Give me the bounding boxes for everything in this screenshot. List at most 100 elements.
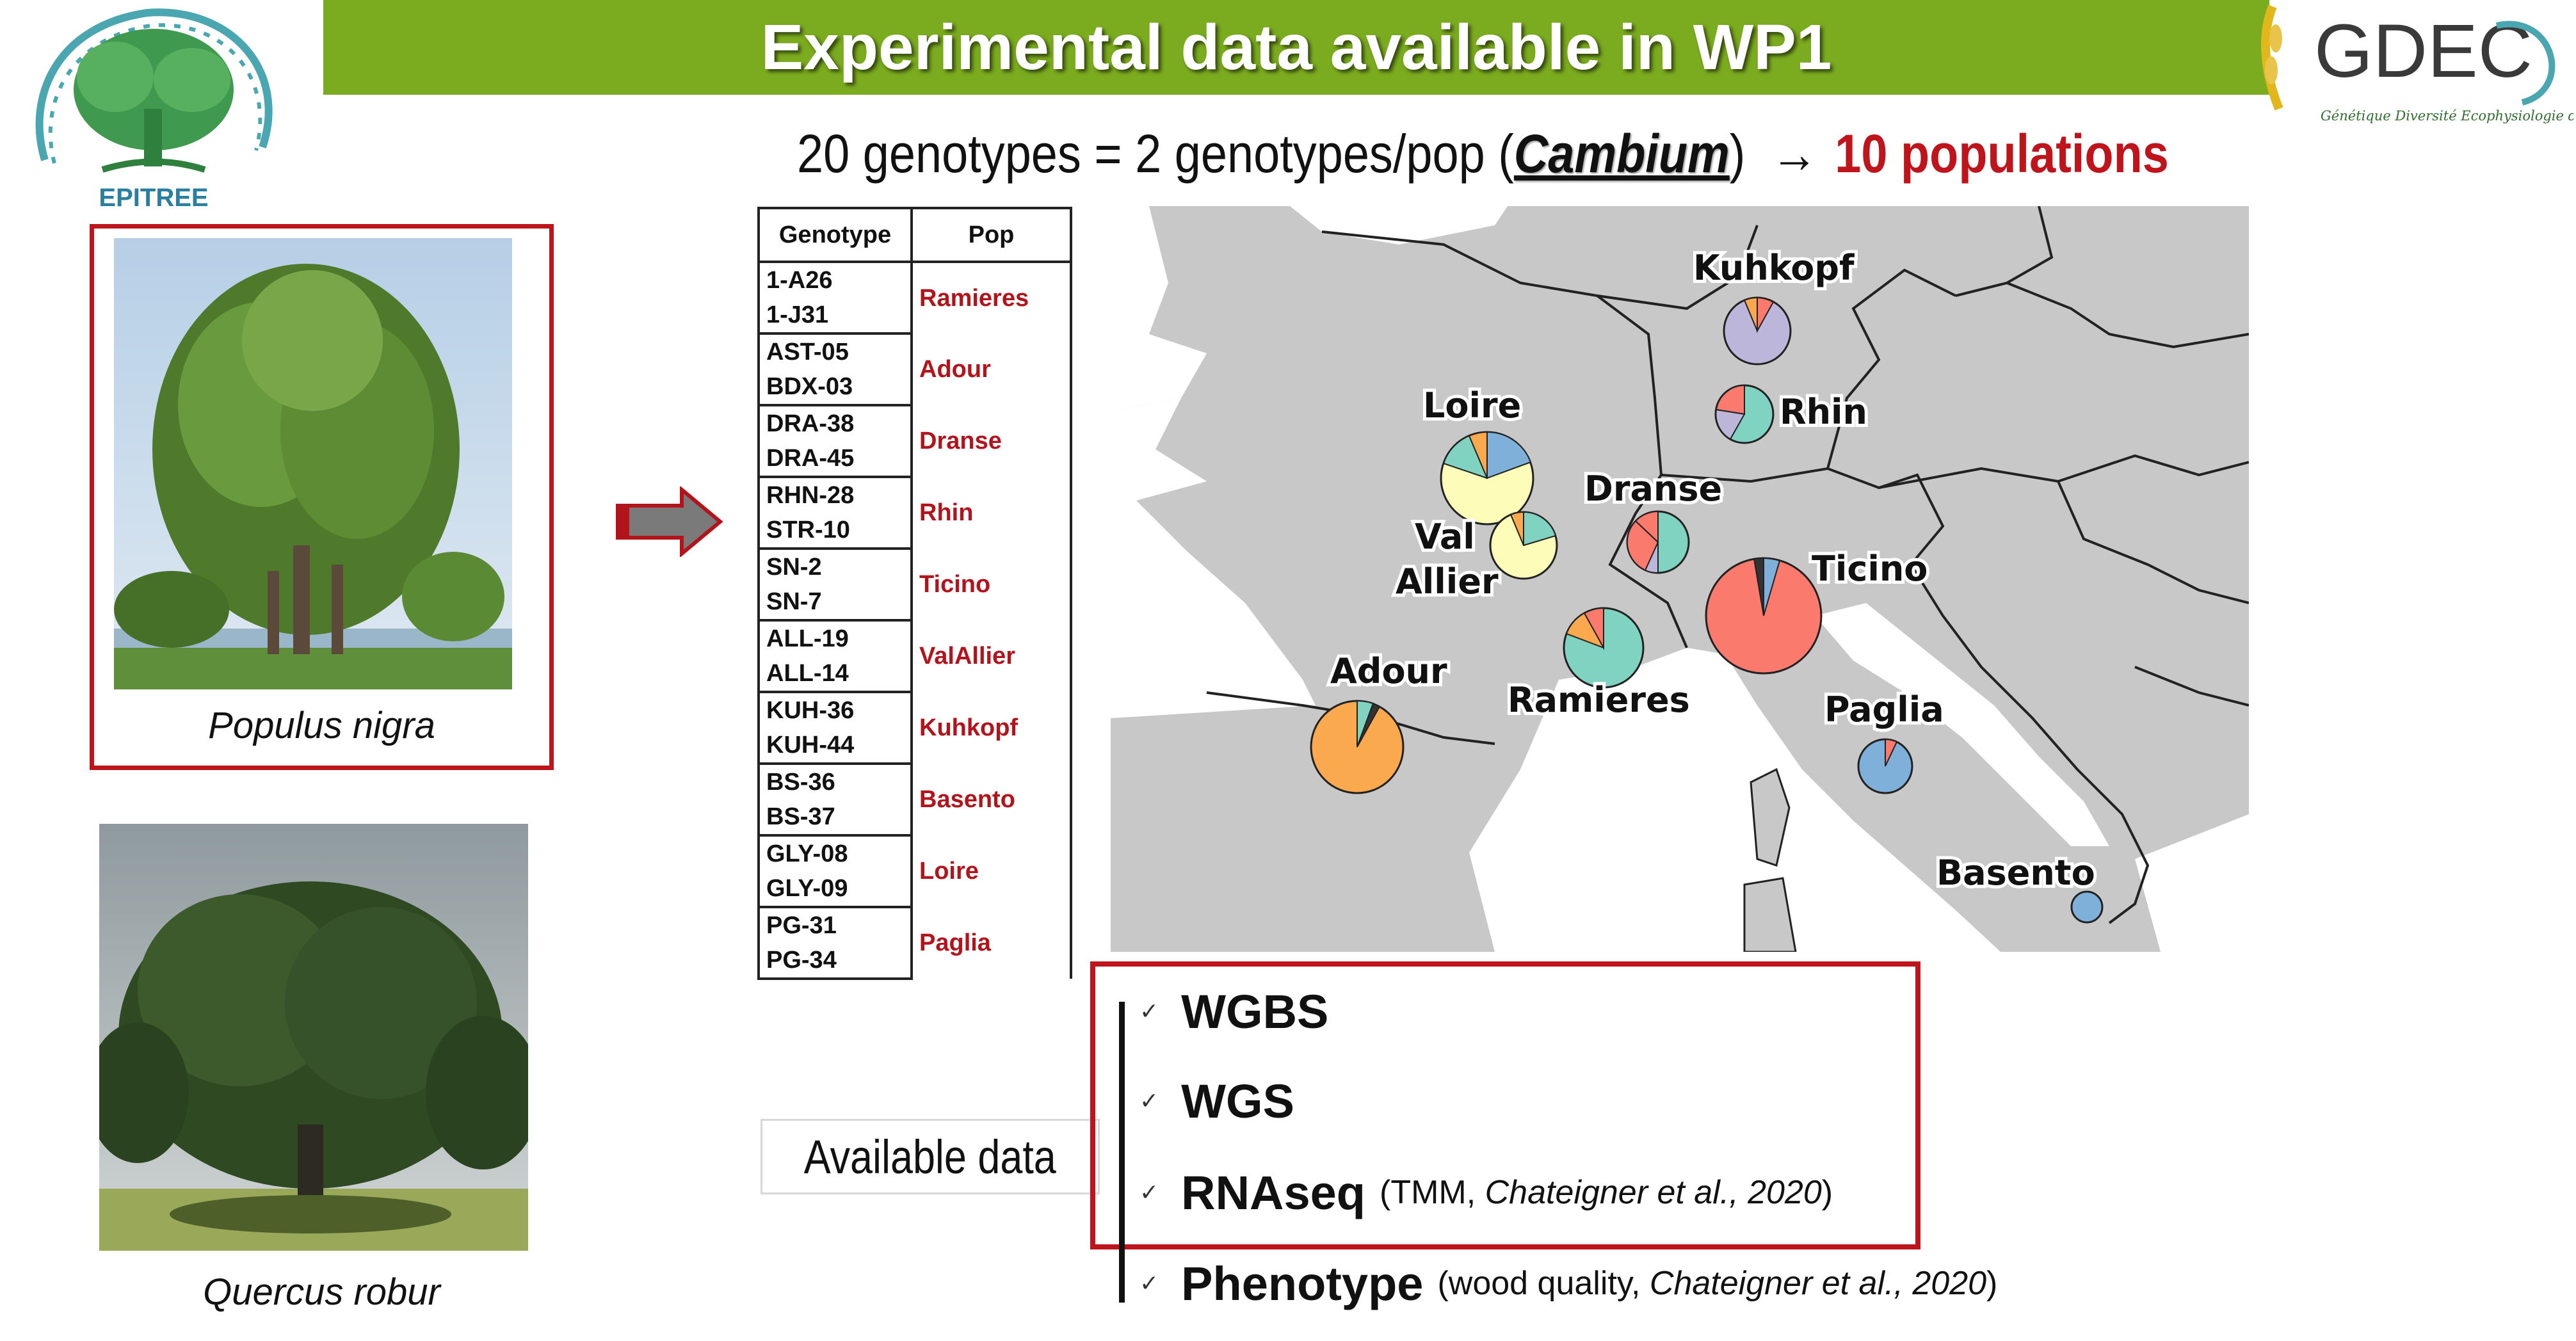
check-icon: ✓	[1139, 1088, 1159, 1114]
germany-border	[1826, 268, 1956, 469]
table-row: KUH-44	[757, 728, 1071, 765]
pop-cell: Loire	[910, 835, 1072, 907]
genotype-cell: 1-A26	[757, 262, 913, 298]
data-item-label: RNAseq	[1181, 1166, 1366, 1219]
genotype-cell: PG-34	[757, 943, 913, 980]
genotype-cell: SN-2	[757, 549, 913, 584]
map-label-allier: Allier	[1396, 561, 1499, 602]
genotype-cell: KUH-36	[757, 692, 913, 728]
map-label-adour: Adour	[1330, 651, 1447, 691]
table-row: 1-A26 Ramieres	[757, 262, 1072, 333]
table-row: SN-7	[757, 584, 1071, 622]
right-arrow-graphic	[616, 486, 723, 557]
column-header-genotype: Genotype	[757, 207, 913, 263]
check-icon: ✓	[1139, 1179, 1159, 1205]
oak-caption: Quercus robur	[203, 1271, 440, 1313]
data-item-phenotype: ✓ Phenotype (wood quality, Chateigner et…	[1139, 1248, 1997, 1319]
pie-paglia	[1857, 738, 1913, 794]
data-item-wgbs: ✓ WGBS	[1139, 976, 1328, 1047]
data-item-label: Phenotype	[1181, 1257, 1424, 1310]
pop-cell: Adour	[910, 333, 1072, 405]
adriatic-sea	[1815, 603, 2109, 846]
map-label-kuhkopf: Kuhkopf	[1693, 248, 1855, 288]
gdec-logo-subtext: Génétique Diversité Ecophysiologie des C…	[2321, 108, 2573, 124]
balkan-border-2	[2134, 666, 2249, 707]
genotype-cell: GLY-09	[757, 871, 913, 908]
italy-coast	[1910, 563, 2150, 924]
genotype-cell: DRA-38	[757, 405, 913, 441]
pop-cell: Ticino	[910, 549, 1072, 620]
channel-sea	[1111, 206, 1207, 411]
data-item-label: WGS	[1181, 1074, 1294, 1128]
pop-cell: Kuhkopf	[910, 692, 1072, 764]
austria-border	[1878, 454, 2249, 489]
table-row: DRA-45	[757, 441, 1071, 478]
genotype-cell: BDX-03	[757, 369, 913, 406]
right-arrow-icon: →	[1770, 123, 1818, 184]
table-row: 1-J31	[757, 298, 1071, 335]
europe-map: Kuhkopf Rhin Loire Dranse Val Allier Tic…	[1111, 206, 2249, 952]
slide-title: Experimental data available in WP1	[761, 11, 1832, 83]
table-row: AST-05 Adour	[757, 333, 1072, 405]
available-data-label-box: Available data	[761, 1119, 1100, 1194]
subtitle-prefix: 20 genotypes = 2 genotypes/pop (	[797, 123, 1514, 184]
pop-cell: ValAllier	[910, 620, 1072, 692]
table-row: BDX-03	[757, 369, 1071, 406]
pop-cell: Rhin	[910, 477, 1072, 549]
map-label-dranse: Dranse	[1584, 469, 1722, 509]
table-row: ALL-19 ValAllier	[757, 620, 1072, 692]
table-row: ALL-14	[757, 656, 1071, 693]
sardinia	[1743, 877, 1797, 952]
epitree-logo: EPITREE	[35, 8, 273, 211]
column-header-pop: Pop	[910, 207, 1072, 263]
genotype-cell: KUH-44	[757, 728, 913, 765]
map-label-loire: Loire	[1423, 385, 1521, 426]
pie-ticino	[1705, 557, 1823, 675]
map-label-paglia: Paglia	[1824, 689, 1944, 730]
pop-cell: Dranse	[910, 405, 1072, 477]
epitree-logo-text: EPITREE	[99, 184, 208, 211]
data-item-wgs: ✓ WGS	[1139, 1066, 1294, 1136]
france-east-border	[1321, 230, 1688, 648]
subtitle-emphasis: Cambium	[1513, 123, 1730, 184]
genotype-cell: DRA-45	[757, 441, 913, 478]
genotype-cell: PG-31	[757, 907, 913, 943]
genotype-cell: BS-37	[757, 799, 913, 837]
check-icon: ✓	[1139, 998, 1159, 1024]
table-row: RHN-28 Rhin	[757, 477, 1072, 549]
genotype-cell: RHN-28	[757, 477, 913, 513]
data-item-rnaseq: ✓ RNAseq (TMM, Chateigner et al., 2020)	[1139, 1157, 1833, 1228]
map-label-ticino: Ticino	[1812, 549, 1928, 589]
gdec-logo: GDEC Génétique Diversité Ecophysiologie …	[2261, 4, 2573, 124]
benelux-border	[1597, 225, 1759, 310]
table-row: STR-10	[757, 513, 1071, 550]
data-highlight-frame	[1090, 961, 1920, 1249]
subtitle-suffix: )	[1729, 123, 1746, 184]
genotype-cell: SN-7	[757, 584, 913, 622]
subtitle: 20 genotypes = 2 genotypes/pop (Cambium)…	[797, 112, 2169, 195]
map-label-rhin: Rhin	[1780, 392, 1867, 432]
table-row: PG-34	[757, 943, 1071, 980]
table-row: BS-36 Basento	[757, 764, 1072, 835]
table-row: KUH-36 Kuhkopf	[757, 692, 1072, 764]
map-label-basento: Basento	[1936, 853, 2095, 893]
genotype-cell: ALL-14	[757, 656, 913, 693]
available-data-label: Available data	[803, 1130, 1057, 1184]
genotype-cell: BS-36	[757, 764, 913, 799]
genotype-cell: AST-05	[757, 333, 913, 369]
data-item-note: (TMM, Chateigner et al., 2020)	[1380, 1174, 1833, 1211]
data-item-note: (wood quality, Chateigner et al., 2020)	[1437, 1265, 1998, 1302]
genotype-cell: ALL-19	[757, 620, 913, 656]
map-label-ramieres: Ramieres	[1508, 680, 1690, 720]
pie-ramieres	[1563, 607, 1645, 689]
poplar-frame	[90, 224, 554, 770]
pop-cell: Paglia	[910, 907, 1072, 979]
genotype-cell: STR-10	[757, 513, 913, 550]
poland-border	[2006, 206, 2054, 284]
poplar-caption: Populus nigra	[208, 705, 435, 746]
gdec-logo-text: GDEC	[2314, 9, 2532, 93]
genotype-table: Genotype Pop 1-A26 Ramieres 1-J31 AST-05 A…	[757, 207, 1072, 980]
map-label-val: Val	[1415, 517, 1475, 557]
title-banner	[323, 0, 2269, 95]
czech-border	[1955, 281, 2249, 349]
